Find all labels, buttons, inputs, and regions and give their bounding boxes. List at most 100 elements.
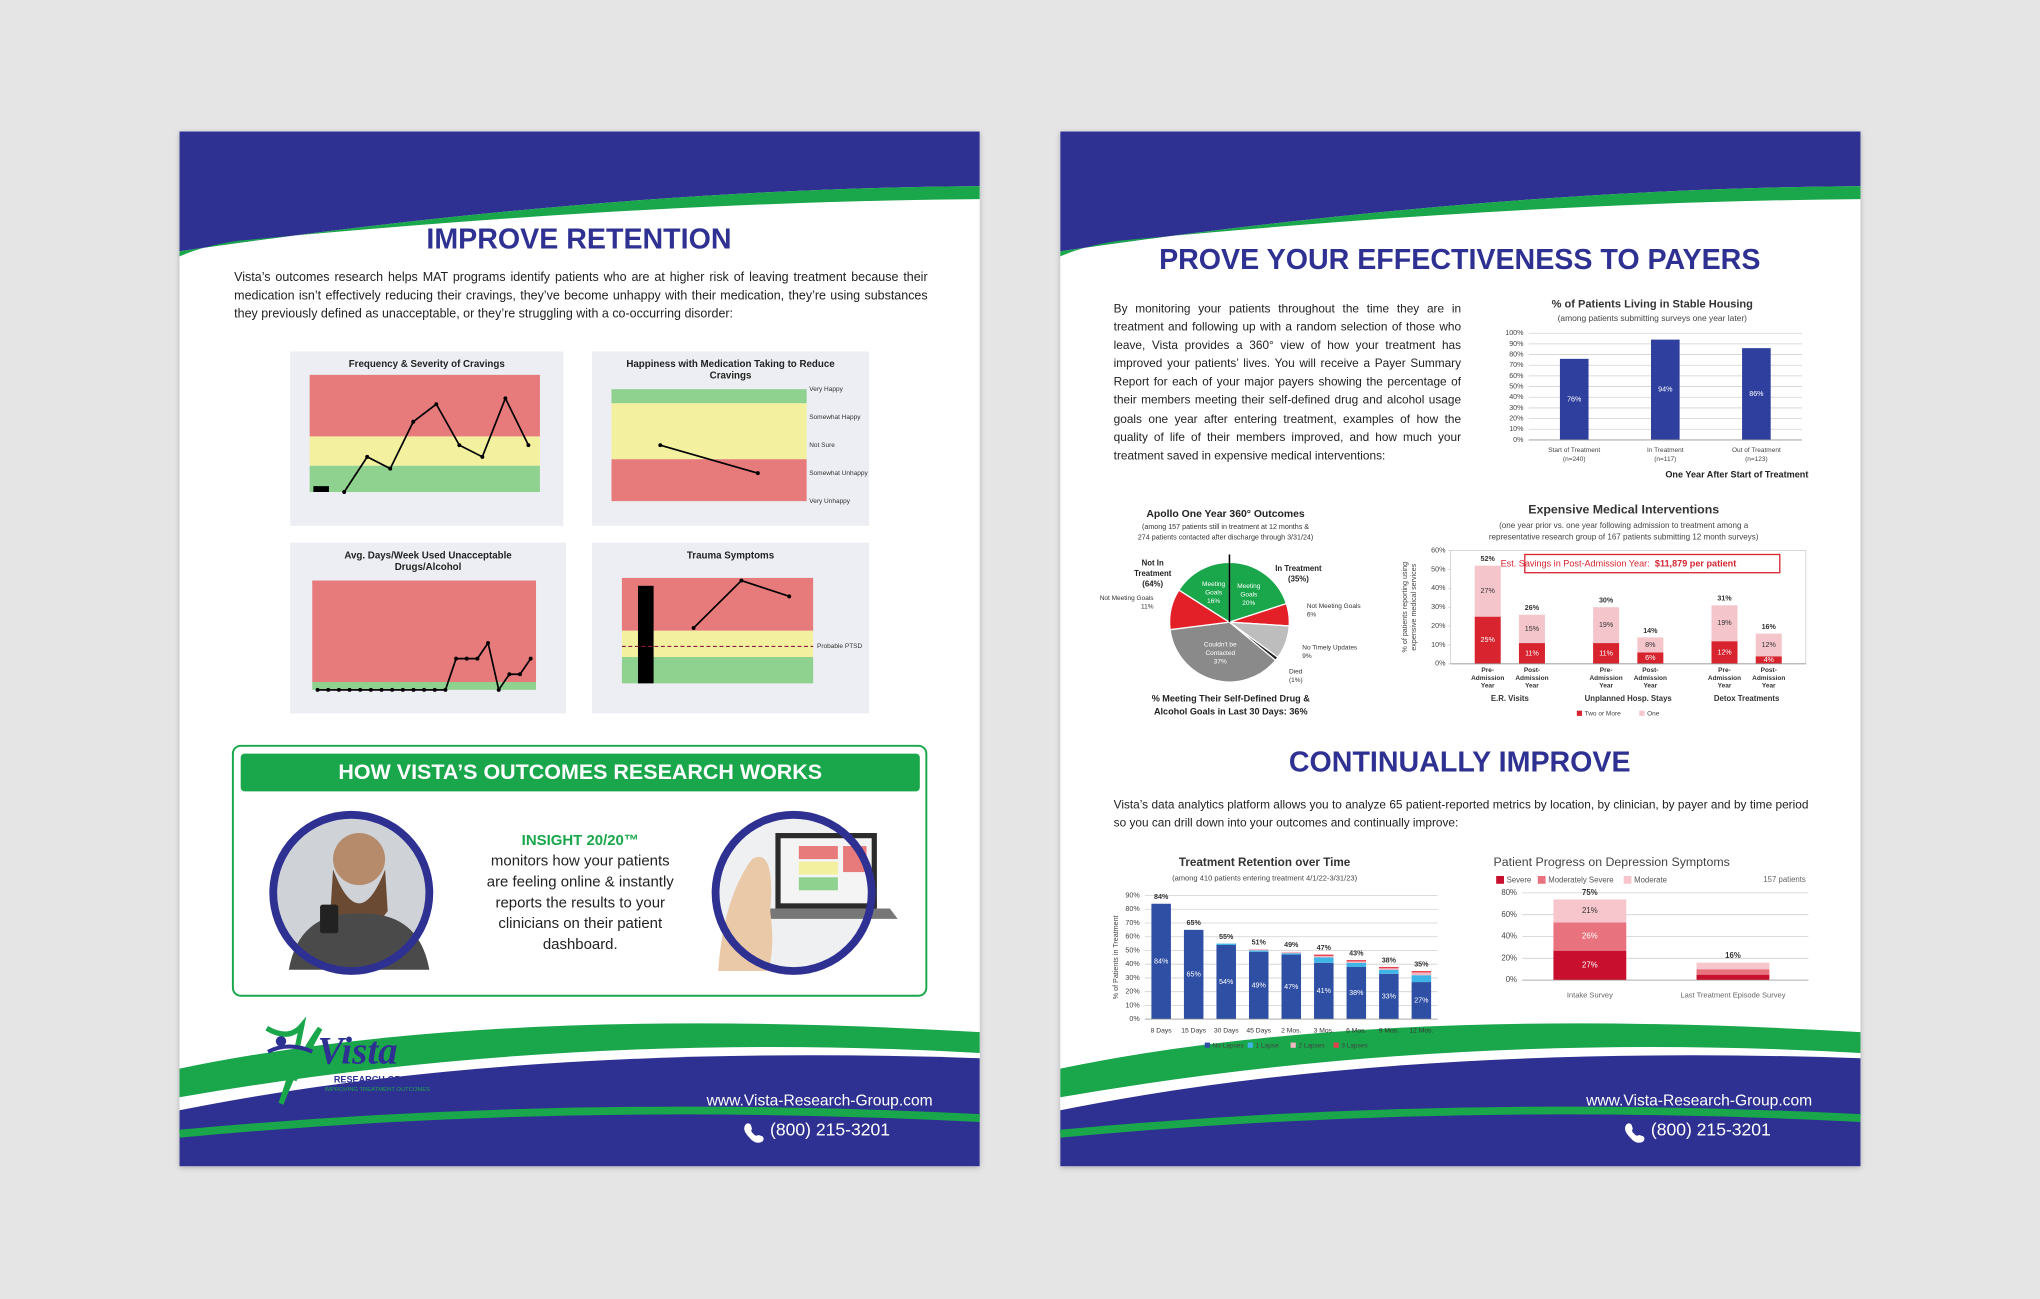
bar	[1742, 348, 1771, 440]
bar-segment	[1711, 605, 1738, 642]
segment-label: 26%	[1582, 932, 1598, 941]
point	[658, 443, 663, 448]
total-label: 47%	[1317, 944, 1332, 952]
legend-swatch	[1247, 1042, 1253, 1048]
insight-line: are feeling online & instantly	[487, 873, 675, 890]
bar	[637, 585, 654, 684]
point	[755, 471, 760, 476]
total-label: 30%	[1599, 597, 1614, 605]
line	[660, 444, 759, 474]
logo-sub: RESEARCH GROUP	[334, 1075, 421, 1085]
pie-slice	[1228, 561, 1288, 624]
slice-value: 20%	[1242, 600, 1255, 607]
callout-box	[1524, 553, 1781, 574]
legend-swatch	[1496, 875, 1504, 884]
bar-segment	[1553, 922, 1627, 951]
segment-label: 8%	[1645, 641, 1656, 649]
bar-segment	[1314, 957, 1334, 963]
bar-segment	[1379, 966, 1399, 969]
point	[528, 656, 533, 661]
point	[443, 687, 448, 692]
x-tick-label: Post-	[1761, 667, 1777, 674]
chart-footer: One Year After Start of Treatment	[1665, 469, 1808, 479]
zone	[312, 580, 537, 683]
bar-segment	[1216, 943, 1236, 945]
segment-label: 19%	[1599, 621, 1614, 629]
bar-segment	[1411, 975, 1432, 983]
point	[526, 443, 531, 448]
segment-label: 38%	[1349, 989, 1364, 997]
y-tick-label: 0%	[1513, 436, 1524, 444]
bar-segment	[1696, 969, 1770, 975]
insight-line: monitors how your patients	[491, 853, 670, 870]
left-website: www.Vista-Research-Group.com	[706, 1092, 933, 1109]
total-label: 84%	[1154, 893, 1169, 901]
x-tick-label: Year	[1481, 683, 1495, 690]
segment-label: 54%	[1219, 978, 1234, 986]
zone-label: Very Happy	[809, 386, 843, 393]
point	[503, 396, 508, 401]
group-label: (35%)	[1288, 574, 1309, 583]
y-tick-label: 40%	[1509, 393, 1524, 401]
y-tick-label: 30%	[1125, 974, 1140, 982]
legend-swatch	[1537, 875, 1546, 884]
x-tick-label: 6 Mos.	[1346, 1028, 1366, 1035]
y-tick-label: 0%	[1506, 975, 1517, 984]
bar-segment	[1474, 616, 1501, 664]
zone	[309, 436, 540, 466]
x-tick-label: Admission	[1634, 675, 1667, 682]
chart-title: Drugs/Alcohol	[395, 562, 462, 573]
callout: Est. Savings in Post-Admission Year:	[1501, 559, 1650, 569]
slice-value: 6%	[1307, 612, 1317, 619]
bar-segment	[1314, 955, 1334, 958]
segment-label: 65%	[1187, 970, 1202, 978]
point	[486, 641, 491, 645]
point	[336, 687, 341, 692]
point	[454, 656, 459, 661]
y-tick-label: 50%	[1125, 946, 1140, 954]
group-label: (64%)	[1142, 579, 1163, 588]
total-label: 43%	[1349, 949, 1364, 957]
bar-segment	[1379, 973, 1399, 1020]
pie-slice	[1178, 561, 1231, 624]
y-tick-label: 70%	[1509, 361, 1524, 369]
bar-segment	[1281, 954, 1302, 1020]
bar-segment	[1637, 652, 1664, 664]
bar	[1559, 358, 1589, 440]
segment-label: 27%	[1414, 996, 1429, 1004]
chart-footer: % Meeting Their Self-Defined Drug &	[1152, 693, 1311, 703]
y-tick-label: 40%	[1431, 584, 1446, 592]
x-tick-label: In Treatment	[1647, 447, 1684, 454]
photo-left	[269, 810, 434, 975]
segment-label: 21%	[1582, 906, 1598, 915]
bar-segment	[1379, 969, 1399, 974]
x-tick-label: Year	[1525, 683, 1539, 690]
total-label: 16%	[1725, 951, 1741, 960]
slice-label: Couldn't be	[1204, 641, 1237, 648]
y-tick-label: 50%	[1509, 382, 1524, 390]
group-label: E.R. Visits	[1491, 694, 1530, 703]
chart-title: Frequency & Severity of Cravings	[349, 359, 506, 370]
legend-swatch	[1639, 710, 1645, 716]
point	[422, 687, 427, 692]
bar-segment	[1553, 899, 1627, 923]
bar-segment	[1248, 951, 1269, 1020]
total-label: 65%	[1187, 919, 1202, 927]
total-label: 31%	[1717, 595, 1732, 603]
x-tick-label: Intake Survey	[1567, 991, 1613, 1000]
segment-label: 49%	[1252, 981, 1267, 989]
point	[434, 402, 439, 407]
bar-segment	[1314, 962, 1334, 1020]
y-tick-label: 80%	[1125, 905, 1140, 913]
y-axis-label: % of Patients in Treatment	[1112, 915, 1120, 999]
y-tick-label: 0%	[1129, 1015, 1140, 1023]
total-label: 35%	[1414, 960, 1429, 968]
segment-label: 27%	[1481, 587, 1496, 595]
x-tick-label: 15 Days	[1181, 1028, 1206, 1035]
bar-segment	[1314, 954, 1334, 956]
segment-label: 12%	[1717, 648, 1732, 656]
x-tick-label: Start of Treatment	[1548, 447, 1600, 454]
segment-label: 4%	[1764, 656, 1775, 664]
slice-label: Goals	[1240, 592, 1258, 599]
chart-note: 157 patients	[1763, 875, 1806, 884]
